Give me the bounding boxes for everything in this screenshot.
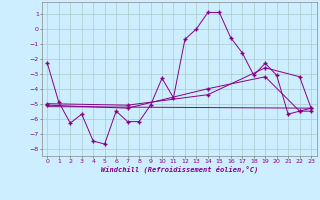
X-axis label: Windchill (Refroidissement éolien,°C): Windchill (Refroidissement éolien,°C) xyxy=(100,165,258,173)
